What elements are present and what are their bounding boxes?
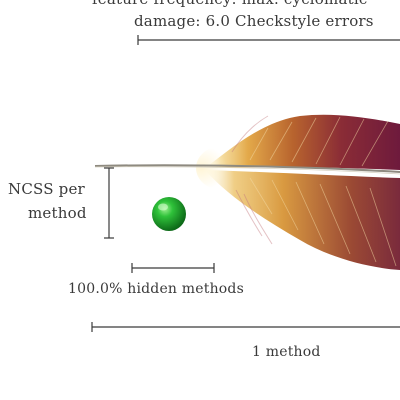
method-count-label: 1 method	[252, 344, 321, 360]
class-ball	[152, 197, 186, 231]
feather-vane-lower	[205, 170, 400, 270]
header-label-line-1: feature frequency: max. cyclomatic	[92, 0, 400, 8]
header-dimension-bracket	[137, 35, 400, 45]
ncss-dimension-bracket	[104, 167, 114, 239]
hidden-methods-bracket	[131, 263, 215, 273]
header-label-line-2: damage: 6.0 Checkstyle errors	[134, 12, 374, 30]
feather-wisps	[231, 115, 273, 245]
feather-barbs	[249, 116, 397, 267]
feather-glyph	[94, 114, 400, 270]
hidden-methods-label: 100.0% hidden methods	[68, 281, 244, 297]
feather-shaft	[94, 164, 400, 173]
ncss-label-line-2: method	[28, 204, 87, 222]
ncss-label-line-1: NCSS per	[8, 180, 85, 198]
methods-dimension-bracket	[91, 322, 400, 332]
